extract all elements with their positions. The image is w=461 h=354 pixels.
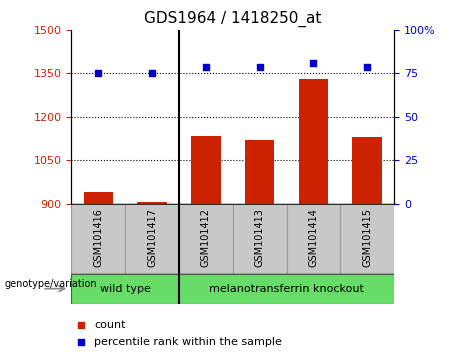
Bar xyxy=(287,204,340,274)
Bar xyxy=(125,204,179,274)
Bar xyxy=(191,136,221,204)
Bar xyxy=(340,204,394,274)
Bar xyxy=(71,274,179,304)
Text: count: count xyxy=(94,320,125,330)
Point xyxy=(77,339,85,344)
Text: melanotransferrin knockout: melanotransferrin knockout xyxy=(209,284,364,295)
Bar xyxy=(179,204,233,274)
Bar xyxy=(299,79,328,204)
Text: GSM101416: GSM101416 xyxy=(93,208,103,267)
Point xyxy=(148,70,156,76)
Text: GSM101414: GSM101414 xyxy=(308,208,319,267)
Point xyxy=(310,60,317,66)
Point xyxy=(95,70,102,76)
Point xyxy=(77,322,85,328)
Text: GSM101415: GSM101415 xyxy=(362,208,372,267)
Text: percentile rank within the sample: percentile rank within the sample xyxy=(94,337,282,347)
Title: GDS1964 / 1418250_at: GDS1964 / 1418250_at xyxy=(144,11,321,27)
Point xyxy=(256,64,263,69)
Text: wild type: wild type xyxy=(100,284,151,295)
Text: GSM101413: GSM101413 xyxy=(254,208,265,267)
Bar xyxy=(83,192,113,204)
Point xyxy=(202,64,210,69)
Text: GSM101417: GSM101417 xyxy=(147,208,157,267)
Bar xyxy=(179,274,394,304)
Text: genotype/variation: genotype/variation xyxy=(5,279,97,289)
Bar xyxy=(245,140,274,204)
Bar xyxy=(71,204,125,274)
Bar xyxy=(137,202,167,204)
Text: GSM101412: GSM101412 xyxy=(201,208,211,267)
Bar xyxy=(353,137,382,204)
Point xyxy=(364,64,371,69)
Bar xyxy=(233,204,287,274)
